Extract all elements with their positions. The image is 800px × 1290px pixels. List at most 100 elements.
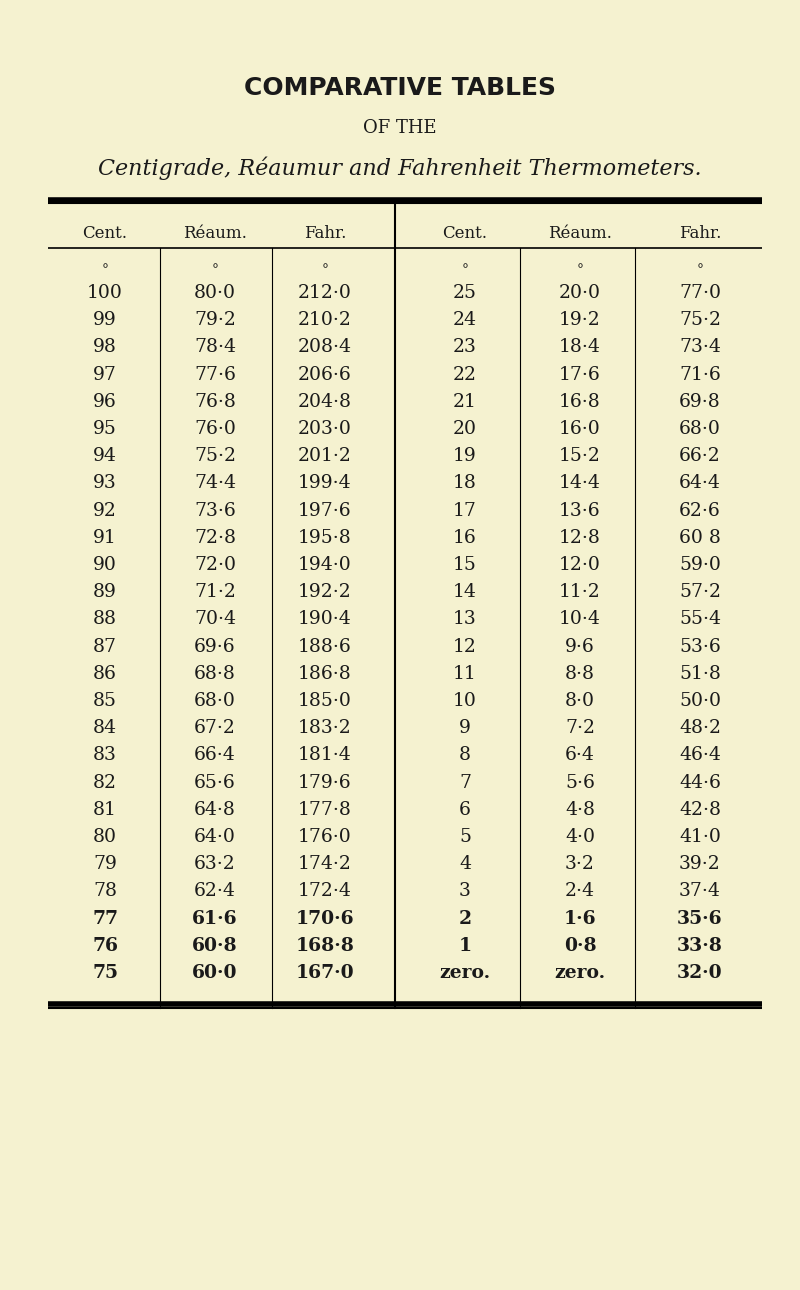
Text: 76: 76 <box>92 937 118 955</box>
Text: 80: 80 <box>93 828 117 846</box>
Text: °: ° <box>462 263 469 277</box>
Text: 37·4: 37·4 <box>679 882 721 900</box>
Text: 6·4: 6·4 <box>565 747 595 765</box>
Text: 97: 97 <box>93 365 117 383</box>
Text: 91: 91 <box>93 529 117 547</box>
Text: 98: 98 <box>93 338 117 356</box>
Text: 94: 94 <box>93 448 117 466</box>
Text: 64·0: 64·0 <box>194 828 236 846</box>
Text: 68·0: 68·0 <box>194 691 236 710</box>
Text: 16·8: 16·8 <box>559 392 601 410</box>
Text: 0·8: 0·8 <box>564 937 596 955</box>
Text: 61·6: 61·6 <box>192 909 238 928</box>
Text: 32·0: 32·0 <box>677 964 723 982</box>
Text: Réaum.: Réaum. <box>548 224 612 241</box>
Text: 79·2: 79·2 <box>194 311 236 329</box>
Text: 12: 12 <box>453 637 477 655</box>
Text: 73·6: 73·6 <box>194 502 236 520</box>
Text: 210·2: 210·2 <box>298 311 352 329</box>
Text: 14·4: 14·4 <box>559 475 601 493</box>
Text: 9·6: 9·6 <box>565 637 595 655</box>
Text: 83: 83 <box>93 747 117 765</box>
Text: 23: 23 <box>453 338 477 356</box>
Text: 63·2: 63·2 <box>194 855 236 873</box>
Text: 86: 86 <box>93 664 117 682</box>
Text: OF THE: OF THE <box>363 119 437 137</box>
Text: 174·2: 174·2 <box>298 855 352 873</box>
Text: 57·2: 57·2 <box>679 583 721 601</box>
Text: 60·8: 60·8 <box>192 937 238 955</box>
Text: 19: 19 <box>453 448 477 466</box>
Text: 18·4: 18·4 <box>559 338 601 356</box>
Text: °: ° <box>211 263 218 277</box>
Text: 99: 99 <box>93 311 117 329</box>
Text: 186·8: 186·8 <box>298 664 352 682</box>
Text: 24: 24 <box>453 311 477 329</box>
Text: °: ° <box>577 263 583 277</box>
Text: 77·6: 77·6 <box>194 365 236 383</box>
Text: °: ° <box>102 263 109 277</box>
Text: 66·2: 66·2 <box>679 448 721 466</box>
Text: 74·4: 74·4 <box>194 475 236 493</box>
Text: 69·6: 69·6 <box>194 637 236 655</box>
Text: COMPARATIVE TABLES: COMPARATIVE TABLES <box>244 76 556 101</box>
Text: Centigrade, Réaumur and Fahrenheit Thermometers.: Centigrade, Réaumur and Fahrenheit Therm… <box>98 156 702 179</box>
Text: 84: 84 <box>93 720 117 737</box>
Text: 64·8: 64·8 <box>194 801 236 819</box>
Text: 170·6: 170·6 <box>296 909 354 928</box>
Text: 15: 15 <box>453 556 477 574</box>
Text: 16·0: 16·0 <box>559 421 601 439</box>
Text: 6: 6 <box>459 801 471 819</box>
Text: Réaum.: Réaum. <box>183 224 247 241</box>
Text: 72·8: 72·8 <box>194 529 236 547</box>
Text: 208·4: 208·4 <box>298 338 352 356</box>
Text: 62·6: 62·6 <box>679 502 721 520</box>
Text: 25: 25 <box>453 284 477 302</box>
Text: 59·0: 59·0 <box>679 556 721 574</box>
Text: 53·6: 53·6 <box>679 637 721 655</box>
Text: °: ° <box>697 263 703 277</box>
Text: 2·4: 2·4 <box>565 882 595 900</box>
Text: 92: 92 <box>93 502 117 520</box>
Text: 4: 4 <box>459 855 471 873</box>
Text: 168·8: 168·8 <box>295 937 354 955</box>
Text: 75·2: 75·2 <box>194 448 236 466</box>
Text: 5·6: 5·6 <box>565 774 595 792</box>
Text: 183·2: 183·2 <box>298 720 352 737</box>
Text: 48·2: 48·2 <box>679 720 721 737</box>
Text: 81: 81 <box>93 801 117 819</box>
Text: 7: 7 <box>459 774 471 792</box>
Text: 82: 82 <box>93 774 117 792</box>
Text: 77·0: 77·0 <box>679 284 721 302</box>
Text: 7·2: 7·2 <box>565 720 595 737</box>
Text: 203·0: 203·0 <box>298 421 352 439</box>
Text: 73·4: 73·4 <box>679 338 721 356</box>
Text: 1·6: 1·6 <box>564 909 596 928</box>
Text: 20·0: 20·0 <box>559 284 601 302</box>
Text: 71·2: 71·2 <box>194 583 236 601</box>
Text: 44·6: 44·6 <box>679 774 721 792</box>
Text: 60 8: 60 8 <box>679 529 721 547</box>
Text: 21: 21 <box>453 392 477 410</box>
Text: 33·8: 33·8 <box>677 937 723 955</box>
Text: 76·0: 76·0 <box>194 421 236 439</box>
Text: 68·0: 68·0 <box>679 421 721 439</box>
Text: 11·2: 11·2 <box>559 583 601 601</box>
Text: 41·0: 41·0 <box>679 828 721 846</box>
Text: 199·4: 199·4 <box>298 475 352 493</box>
Text: zero.: zero. <box>439 964 490 982</box>
Text: 87: 87 <box>93 637 117 655</box>
Text: 60·0: 60·0 <box>192 964 238 982</box>
Text: 192·2: 192·2 <box>298 583 352 601</box>
Text: Cent.: Cent. <box>442 224 487 241</box>
Text: 4·0: 4·0 <box>565 828 595 846</box>
Text: 70·4: 70·4 <box>194 610 236 628</box>
Text: 51·8: 51·8 <box>679 664 721 682</box>
Text: 72·0: 72·0 <box>194 556 236 574</box>
Text: 75·2: 75·2 <box>679 311 721 329</box>
Text: 10: 10 <box>453 691 477 710</box>
Text: 46·4: 46·4 <box>679 747 721 765</box>
Text: 88: 88 <box>93 610 117 628</box>
Text: 15·2: 15·2 <box>559 448 601 466</box>
Text: 188·6: 188·6 <box>298 637 352 655</box>
